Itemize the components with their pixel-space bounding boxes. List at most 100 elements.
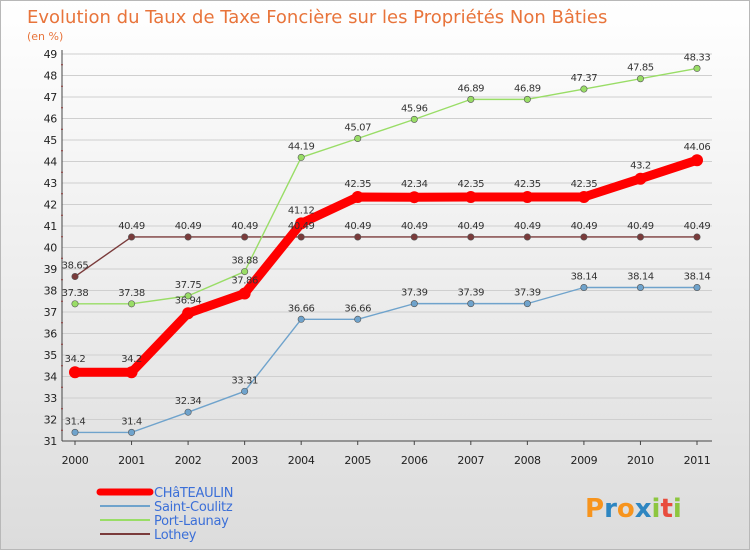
series-port-launay <box>71 64 701 308</box>
data-label: 40.49 <box>457 221 484 232</box>
data-point <box>408 191 421 204</box>
data-label: 40.49 <box>231 221 258 232</box>
data-point <box>125 366 138 379</box>
data-label: 46.89 <box>457 83 484 94</box>
data-label: 37.39 <box>514 288 541 299</box>
x-tick-label: 2006 <box>401 454 428 467</box>
logo-letter: x <box>635 494 652 524</box>
x-tick-label: 2010 <box>627 454 654 467</box>
data-point <box>182 307 195 320</box>
data-point <box>241 268 249 276</box>
x-tick-label: 2003 <box>231 454 258 467</box>
y-tick-label: 45 <box>44 134 58 147</box>
y-tick-label: 49 <box>44 48 58 61</box>
data-point <box>580 233 588 241</box>
data-point <box>297 233 305 241</box>
data-point <box>297 153 305 161</box>
data-point <box>467 95 475 103</box>
y-tick-label: 41 <box>44 220 57 233</box>
legend-label: CHâTEAULIN <box>154 486 233 501</box>
data-point <box>521 190 534 203</box>
legend-label: Lothey <box>154 528 197 543</box>
chart-subtitle: (en %) <box>27 30 63 43</box>
legend-label: Port-Launay <box>154 514 229 529</box>
data-label: 37.86 <box>231 276 258 287</box>
data-point <box>693 64 701 72</box>
data-point <box>297 315 305 323</box>
data-label: 32.34 <box>175 396 202 407</box>
logo-letter: P <box>585 494 604 524</box>
data-label: 44.06 <box>684 142 711 153</box>
data-point <box>467 233 475 241</box>
x-tick-label: 2000 <box>62 454 89 467</box>
data-label: 44.19 <box>288 141 315 152</box>
data-label: 42.35 <box>344 179 371 190</box>
data-label: 40.49 <box>344 221 371 232</box>
data-point <box>523 95 531 103</box>
y-tick-label: 32 <box>44 414 57 427</box>
series-lothey <box>71 233 701 281</box>
data-label: 37.75 <box>175 280 202 291</box>
data-label: 36.94 <box>175 295 202 306</box>
data-label: 40.49 <box>401 221 428 232</box>
logo-letter: r <box>604 494 617 524</box>
data-point <box>464 190 477 203</box>
data-label: 37.38 <box>62 288 89 299</box>
data-point <box>184 233 192 241</box>
data-label: 38.14 <box>571 271 598 282</box>
data-label: 33.31 <box>231 375 258 386</box>
data-label: 42.35 <box>457 179 484 190</box>
data-label: 36.66 <box>344 303 371 314</box>
data-label: 42.35 <box>514 179 541 190</box>
data-label: 42.34 <box>401 179 428 190</box>
series-ch-teaulin <box>69 154 703 379</box>
logo-letter: o <box>617 494 635 524</box>
y-tick-label: 44 <box>44 156 58 169</box>
data-point <box>634 172 647 185</box>
data-label: 40.49 <box>514 221 541 232</box>
x-tick-label: 2009 <box>571 454 598 467</box>
series-line <box>70 155 702 377</box>
data-point <box>580 85 588 93</box>
y-tick-label: 43 <box>44 177 58 190</box>
data-label: 31.4 <box>121 416 142 427</box>
data-label: 34.2 <box>65 354 86 365</box>
proxiti-logo: Proxiti <box>585 494 682 524</box>
x-tick-label: 2011 <box>684 454 711 467</box>
data-label: 47.37 <box>571 73 598 84</box>
data-label: 31.4 <box>65 416 86 427</box>
legend-label: Saint-Coulitz <box>154 500 233 515</box>
data-label: 37.39 <box>457 288 484 299</box>
data-label: 34.2 <box>121 354 142 365</box>
y-tick-label: 42 <box>44 199 57 212</box>
data-label: 47.85 <box>627 63 654 74</box>
x-tick-label: 2005 <box>344 454 371 467</box>
data-point <box>238 287 251 300</box>
data-point <box>636 283 644 291</box>
data-point <box>410 233 418 241</box>
data-point <box>71 428 79 436</box>
series-layer: 38.65 40.49 40.49 40.49 40.49 40.49 40.49 40.49… <box>62 52 711 436</box>
series-line <box>74 286 698 434</box>
data-point <box>241 233 249 241</box>
series-line <box>74 236 698 278</box>
data-point <box>693 233 701 241</box>
data-point <box>351 190 364 203</box>
series-saint-coulitz <box>71 283 701 436</box>
data-label: 43.2 <box>630 161 651 172</box>
data-label: 40.49 <box>175 221 202 232</box>
data-point <box>467 300 475 308</box>
data-label: 41.12 <box>288 205 315 216</box>
data-label: 46.89 <box>514 83 541 94</box>
data-label: 40.49 <box>684 221 711 232</box>
x-tick-label: 2004 <box>288 454 315 467</box>
y-tick-label: 34 <box>44 371 58 384</box>
y-tick-label: 46 <box>44 113 58 126</box>
data-point <box>354 315 362 323</box>
data-point <box>128 300 136 308</box>
logo-letter: i <box>673 494 682 524</box>
data-point <box>354 233 362 241</box>
